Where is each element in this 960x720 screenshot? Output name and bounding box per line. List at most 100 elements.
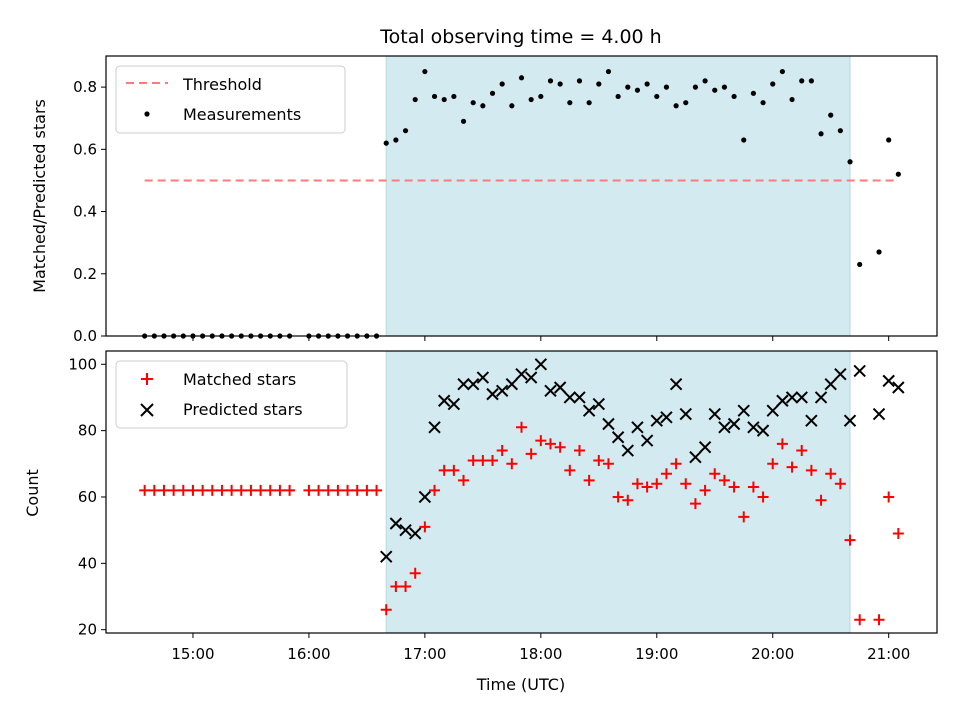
matched-star-point xyxy=(496,445,508,457)
measurement-point xyxy=(779,68,785,75)
measurement-point xyxy=(470,100,476,106)
matched-star-point xyxy=(660,468,672,480)
matched-star-point xyxy=(689,498,701,510)
predicted-star-point xyxy=(486,387,499,401)
predicted-star-point xyxy=(466,377,480,391)
matched-star-point xyxy=(313,484,325,496)
predicted-star-point xyxy=(892,381,905,394)
predicted-stars-series xyxy=(380,358,905,563)
predicted-star-point xyxy=(872,407,886,421)
predicted-star-point xyxy=(834,368,847,381)
predicted-star-point xyxy=(553,381,567,394)
measurement-point xyxy=(721,84,728,90)
matched-star-point xyxy=(284,484,296,496)
matched-star-point xyxy=(796,445,808,457)
matched-star-point xyxy=(467,454,479,466)
predicted-star-point xyxy=(621,444,634,457)
matched-star-point xyxy=(670,458,682,470)
bottom-xtick-label: 19:00 xyxy=(635,645,678,663)
top-ytick-label: 0.4 xyxy=(73,203,97,221)
bottom-ytick-label: 100 xyxy=(68,355,97,373)
predicted-star-point xyxy=(534,358,548,371)
legend-matched-swatch xyxy=(141,373,153,385)
predicted-star-point xyxy=(380,550,393,563)
matched-star-point xyxy=(139,484,151,496)
matched-star-point xyxy=(342,484,354,496)
measurement-point xyxy=(808,78,814,84)
predicted-star-point xyxy=(669,377,683,391)
matched-star-point xyxy=(873,614,885,626)
predicted-star-point xyxy=(563,391,577,404)
matched-star-point xyxy=(757,491,769,503)
measurement-point xyxy=(460,118,467,124)
measurement-point xyxy=(567,100,573,106)
matched-star-point xyxy=(361,484,373,496)
matched-star-point xyxy=(400,581,412,593)
predicted-star-point xyxy=(447,397,461,411)
predicted-star-point xyxy=(718,421,731,434)
top-shaded-region xyxy=(385,55,851,337)
top-y-axis-label: Matched/Predicted stars xyxy=(30,99,49,293)
measurement-point xyxy=(634,87,641,93)
predicted-star-point xyxy=(631,421,644,434)
measurement-point xyxy=(847,159,853,165)
measurement-point xyxy=(702,78,708,84)
matched-star-point xyxy=(834,478,846,490)
measurement-point xyxy=(441,96,447,103)
bottom-xtick-label: 20:00 xyxy=(751,645,794,663)
measurement-point xyxy=(402,128,409,134)
measurement-point xyxy=(760,100,766,106)
matched-star-point xyxy=(612,491,624,503)
matched-star-point xyxy=(892,527,904,539)
bottom-xtick-label: 17:00 xyxy=(403,645,446,663)
matched-star-point xyxy=(805,464,817,476)
measurement-point xyxy=(528,96,534,103)
matched-star-point xyxy=(371,484,383,496)
measurement-point xyxy=(828,112,834,118)
predicted-star-point xyxy=(399,523,412,537)
bottom-ticks: 20 40 60 80 100 15:00 16:00 17:00 18:00 19:00 20:0… xyxy=(68,355,910,663)
measurement-point xyxy=(683,100,689,106)
legend-predicted-label: Predicted stars xyxy=(183,400,303,419)
predicted-star-point xyxy=(805,414,818,427)
measurement-point xyxy=(480,103,486,109)
matched-star-point xyxy=(429,484,441,496)
matched-star-point xyxy=(206,484,218,496)
matched-star-point xyxy=(390,581,402,593)
predicted-star-point xyxy=(708,407,721,421)
bottom-legend-box xyxy=(115,360,348,429)
bottom-ytick-label: 40 xyxy=(78,554,97,572)
predicted-star-point xyxy=(747,421,760,434)
predicted-star-point xyxy=(766,404,779,417)
predicted-star-point xyxy=(457,377,470,391)
predicted-star-point xyxy=(582,404,596,417)
measurement-point xyxy=(770,81,776,87)
measurement-point xyxy=(576,78,583,84)
matched-star-point xyxy=(477,454,489,466)
top-ytick-label: 0.2 xyxy=(73,265,97,283)
measurement-point xyxy=(673,103,679,109)
measurement-point xyxy=(596,81,602,87)
top-ytick-label: 0.6 xyxy=(73,140,97,158)
measurement-point xyxy=(712,87,718,93)
matched-star-point xyxy=(641,481,653,493)
matched-star-point xyxy=(438,464,450,476)
predicted-star-point xyxy=(428,421,441,434)
matched-star-point xyxy=(651,478,663,490)
top-legend-box xyxy=(115,65,346,134)
measurement-point xyxy=(857,261,863,268)
predicted-star-point xyxy=(495,384,509,398)
matched-star-point xyxy=(680,478,692,490)
predicted-star-point xyxy=(409,527,422,540)
measurement-point xyxy=(538,93,544,100)
bottom-ytick-label: 80 xyxy=(78,422,97,440)
predicted-star-point xyxy=(389,517,403,530)
matched-star-point xyxy=(854,614,866,626)
matched-star-point xyxy=(303,484,315,496)
predicted-star-point xyxy=(785,391,799,404)
bottom-xtick-label: 21:00 xyxy=(867,645,910,663)
predicted-star-point xyxy=(795,391,808,404)
measurement-point xyxy=(422,68,428,75)
measurement-point xyxy=(605,68,612,75)
bottom-y-axis-label: Count xyxy=(23,469,42,517)
